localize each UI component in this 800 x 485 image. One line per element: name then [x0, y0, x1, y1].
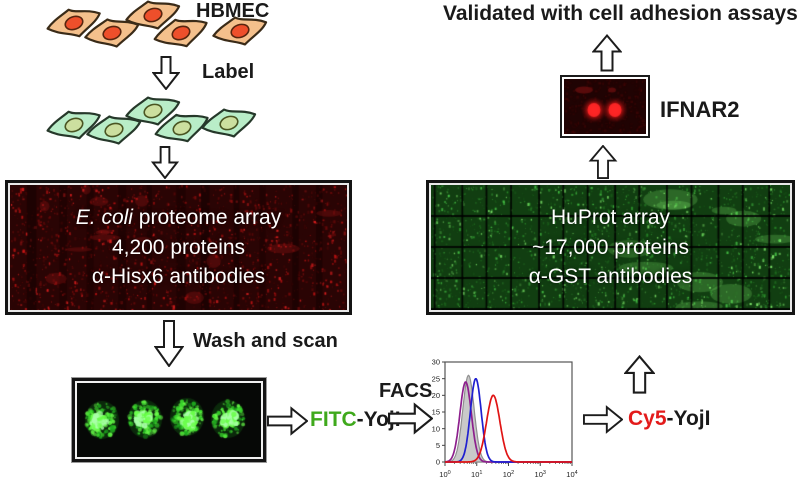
labeled-cell	[125, 96, 181, 126]
hbmec-cell	[212, 16, 268, 46]
huprot-array-line1: HuProt array	[550, 205, 671, 229]
right-arrow-icon	[583, 405, 623, 434]
up-arrow-icon	[624, 354, 655, 394]
svg-text:101: 101	[471, 470, 482, 479]
right-arrow-icon	[388, 402, 433, 435]
down-arrow-icon	[152, 56, 180, 90]
ecoli-array-texture	[10, 185, 347, 310]
ecoli-array-line3: α-Hisx6 antibodies	[91, 265, 266, 289]
ecoli-array-panel: E. coli proteome array 4,200 proteins α-…	[5, 180, 352, 315]
labeled-cells-illustration	[46, 96, 257, 145]
hbmec-cell	[84, 18, 140, 48]
down-arrow-icon	[154, 320, 184, 367]
svg-text:30: 30	[432, 358, 440, 367]
svg-text:20: 20	[432, 391, 440, 400]
svg-text:15: 15	[432, 408, 440, 417]
ifnar2-blot-image	[564, 79, 646, 134]
huprot-array-texture	[431, 185, 790, 310]
up-arrow-icon	[592, 33, 622, 72]
ifnar2-blot-panel	[560, 75, 650, 138]
ecoli-array-line1: E. coli proteome array	[75, 205, 282, 229]
hbmec-label: HBMEC	[196, 0, 270, 22]
labeled-cell	[46, 110, 101, 140]
scanned-spots-panel	[71, 377, 267, 463]
hbmec-cells-illustration	[46, 0, 268, 48]
svg-text:102: 102	[503, 470, 514, 479]
hbmec-cell	[153, 18, 208, 48]
up-arrow-icon	[588, 145, 618, 179]
huprot-array-caption: HuProt array ~17,000 proteins α-GST anti…	[429, 183, 792, 312]
svg-text:100: 100	[439, 470, 450, 479]
ecoli-array-line2: 4,200 proteins	[111, 235, 246, 259]
ifnar2-label: IFNAR2	[660, 97, 740, 122]
huprot-array-panel: HuProt array ~17,000 proteins α-GST anti…	[426, 180, 795, 315]
svg-text:5: 5	[436, 441, 440, 450]
labeled-cell	[201, 108, 257, 138]
cy5-tag: Cy5	[628, 407, 667, 430]
ecoli-array-caption: E. coli proteome array 4,200 proteins α-…	[8, 183, 349, 312]
svg-text:10: 10	[432, 424, 440, 433]
huprot-array-line3: α-GST antibodies	[528, 265, 693, 289]
huprot-array-line2: ~17,000 proteins	[531, 235, 690, 259]
validated-label: Validated with cell adhesion assays	[443, 2, 798, 25]
svg-text:25: 25	[432, 374, 440, 383]
svg-text:104: 104	[566, 470, 577, 479]
svg-text:0: 0	[436, 458, 440, 467]
labeled-cell	[154, 113, 209, 143]
wash-scan-label: Wash and scan	[193, 330, 338, 352]
svg-text:103: 103	[535, 470, 546, 479]
hbmec-cell	[46, 8, 101, 38]
fitc-tag: FITC	[310, 408, 357, 431]
down-arrow-icon	[151, 146, 179, 179]
facs-histogram: 0 5 10 15 20 25 30 100 101 102 103 104	[426, 356, 580, 484]
facs-label: FACS	[379, 380, 433, 402]
cy5-yoji-label: Cy5-YojI	[628, 407, 711, 430]
hbmec-cell	[125, 0, 181, 30]
right-arrow-icon	[267, 406, 308, 436]
label-step-label: Label	[202, 61, 255, 83]
labeled-cell	[86, 115, 142, 145]
scanned-spots-image	[77, 383, 261, 457]
